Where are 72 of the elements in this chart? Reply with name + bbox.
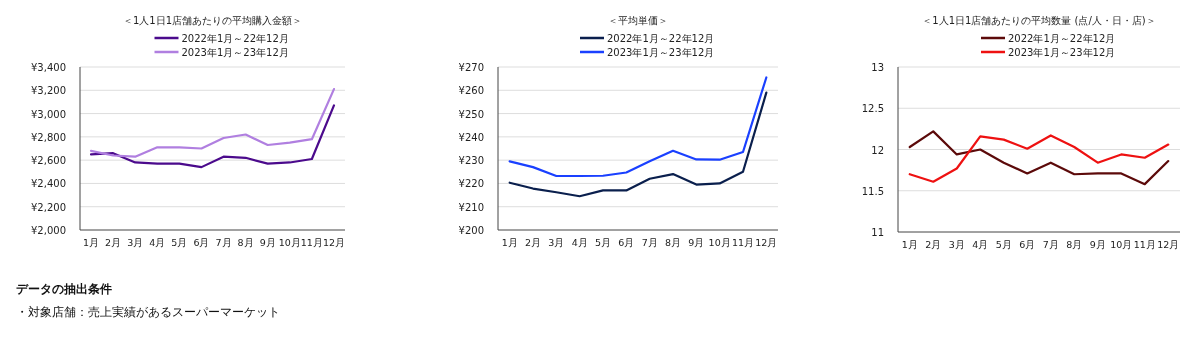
y-tick-label: ¥2,800: [31, 131, 66, 143]
line-series: [508, 76, 768, 178]
y-tick-label: ¥200: [458, 225, 484, 236]
x-tick-label: 7月: [215, 237, 232, 248]
x-tick-label: 8月: [1066, 239, 1083, 250]
x-tick-label: 6月: [193, 237, 210, 248]
chart-title: ＜平均単価＞: [608, 15, 668, 26]
x-tick-label: 4月: [571, 237, 588, 248]
x-tick-label: 9月: [688, 237, 705, 248]
y-tick-label: ¥210: [458, 201, 484, 213]
y-tick-label: ¥240: [458, 131, 484, 143]
text: データの抽出条件: [16, 282, 112, 296]
x-tick-label: 9月: [259, 237, 276, 248]
x-tick-label: 12月: [322, 237, 346, 248]
legend-label: 2023年1月～23年12月: [181, 47, 289, 58]
x-tick-label: 10月: [708, 237, 731, 248]
legend-label: 2022年1月～22年12月: [607, 33, 715, 44]
y-tick-label: ¥2,000: [31, 225, 66, 236]
line-series: [89, 88, 336, 158]
x-tick-label: 5月: [995, 239, 1012, 250]
y-tick-label: ¥2,200: [31, 201, 66, 213]
y-tick-label: 11: [871, 227, 884, 238]
x-tick-label: 6月: [618, 237, 635, 248]
legend-label: 2022年1月～22年12月: [181, 33, 289, 44]
x-tick-label: 5月: [171, 237, 188, 248]
x-tick-label: 11月: [731, 237, 755, 248]
x-tick-label: 2月: [524, 237, 542, 248]
x-tick-label: 11月: [1133, 239, 1156, 250]
x-tick-label: 4月: [972, 239, 989, 250]
x-tick-label: 3月: [548, 237, 565, 248]
y-tick-label: ¥3,400: [31, 62, 66, 73]
x-tick-label: 9月: [1089, 239, 1106, 250]
y-tick-label: ¥220: [458, 178, 484, 190]
x-tick-label: 3月: [127, 237, 144, 248]
y-tick-label: 11.5: [861, 185, 884, 197]
legend-label: 2023年1月～23年12月: [1008, 47, 1116, 58]
x-tick-label: 2月: [105, 237, 122, 248]
legend-label: 2022年1月～22年12月: [1008, 33, 1116, 44]
y-tick-label: ¥250: [458, 108, 484, 120]
y-tick-label: ¥2,600: [31, 155, 66, 167]
text: ・対象店舗：売上実績があるスーパーマーケット: [16, 305, 280, 319]
x-tick-label: 5月: [594, 237, 612, 248]
x-tick-label: 1月: [501, 237, 518, 248]
chart-title: ＜1人1日1店舗あたりの平均数量 (点/人・日・店)＞: [922, 15, 1156, 26]
x-tick-label: 8月: [664, 237, 682, 248]
y-tick-label: ¥270: [458, 62, 484, 73]
x-tick-label: 3月: [948, 239, 965, 250]
line-series: [89, 104, 336, 169]
x-tick-label: 2月: [925, 239, 942, 250]
y-tick-label: 12.5: [861, 103, 884, 115]
y-tick-label: 13: [871, 62, 884, 73]
chart-title: ＜1人1日1店舗あたりの平均購入金額＞: [122, 15, 303, 26]
x-tick-label: 11月: [300, 237, 323, 248]
line-series: [508, 91, 768, 198]
legend-label: 2023年1月～23年12月: [607, 47, 715, 58]
y-tick-label: ¥260: [458, 85, 484, 97]
y-tick-label: ¥3,200: [31, 85, 66, 97]
y-tick-label: 12: [871, 144, 884, 156]
x-tick-label: 4月: [149, 237, 166, 248]
x-tick-label: 12月: [1157, 239, 1180, 250]
x-tick-label: 1月: [901, 239, 918, 250]
x-tick-label: 7月: [641, 237, 658, 248]
y-tick-label: ¥230: [458, 155, 484, 167]
x-tick-label: 6月: [1019, 239, 1036, 250]
x-tick-label: 10月: [278, 237, 301, 248]
x-tick-label: 8月: [237, 237, 254, 248]
y-tick-label: ¥3,000: [31, 108, 66, 120]
x-tick-label: 1月: [83, 237, 100, 248]
x-tick-label: 10月: [1110, 239, 1133, 250]
y-tick-label: ¥2,400: [31, 178, 66, 190]
x-tick-label: 7月: [1042, 239, 1059, 250]
x-tick-label: 12月: [755, 237, 778, 248]
